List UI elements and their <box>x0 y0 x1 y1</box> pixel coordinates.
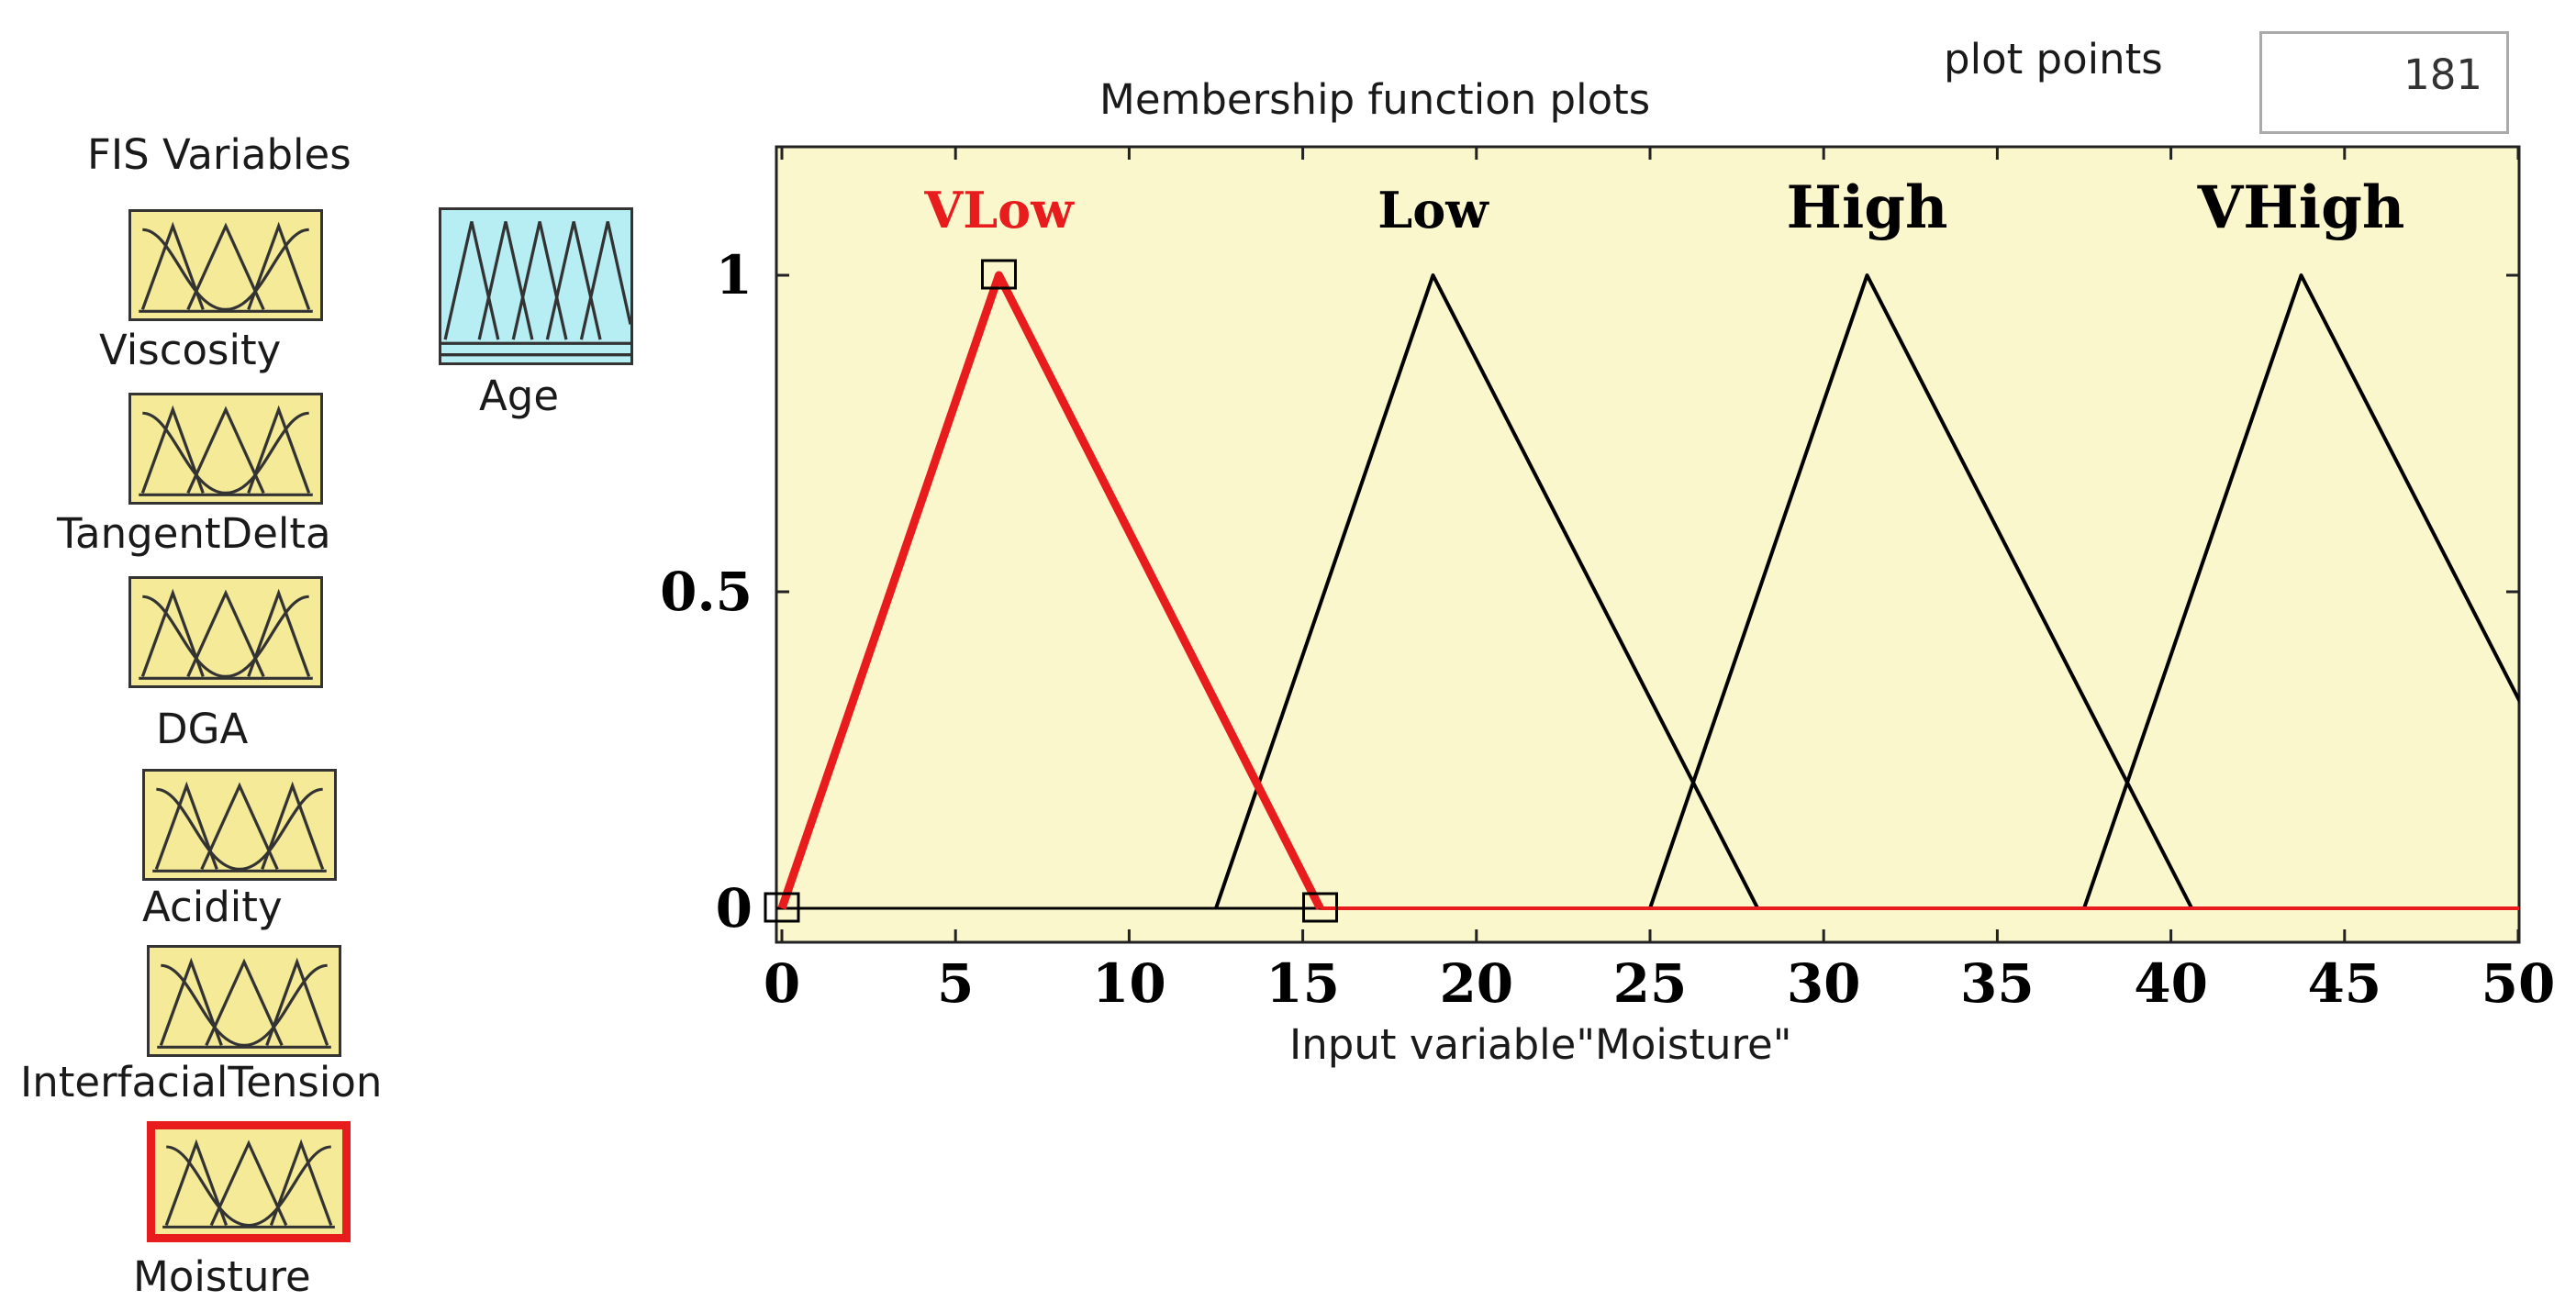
input-variable-viscosity-label: Viscosity <box>99 326 282 374</box>
mf-label-high[interactable]: High <box>1786 173 1947 242</box>
membership-icon <box>157 957 331 1049</box>
output-variable-age-tile[interactable] <box>439 207 633 365</box>
output-variable-age-label: Age <box>479 372 560 420</box>
plot-points-label: plot points <box>1944 35 2163 83</box>
input-variable-moisture-label: Moisture <box>133 1252 311 1301</box>
x-axis-label: Input variable"Moisture" <box>1289 1020 1792 1069</box>
membership-icon <box>152 781 327 873</box>
input-variable-moisture-tile[interactable] <box>147 1121 351 1242</box>
x-tick-label: 35 <box>1960 952 2035 1015</box>
mf-curve-vhigh[interactable] <box>2082 273 2576 909</box>
membership-icon <box>139 405 313 496</box>
output-membership-icon <box>441 221 630 357</box>
mf-label-vlow[interactable]: VLow <box>923 181 1075 239</box>
fis-variables-title: FIS Variables <box>87 130 351 179</box>
input-variable-acidity-label: Acidity <box>142 883 283 931</box>
y-tick-label: 0 <box>716 877 753 940</box>
x-tick-label: 10 <box>1092 952 1166 1015</box>
membership-icon <box>139 588 313 680</box>
x-tick-label: 50 <box>2481 952 2556 1015</box>
input-variable-interfacialtension-label: InterfacialTension <box>20 1058 383 1106</box>
x-tick-label: 25 <box>1613 952 1688 1015</box>
input-variable-viscosity-tile[interactable] <box>128 209 323 321</box>
plot-area[interactable] <box>775 145 2521 944</box>
mf-curve-low[interactable] <box>1214 273 1760 909</box>
membership-icon <box>139 221 313 313</box>
membership-plot-title: Membership function plots <box>1099 75 1651 124</box>
y-tick-label: 0.5 <box>660 561 753 623</box>
plot-points-input[interactable]: 181 <box>2259 31 2509 134</box>
y-tick-label: 1 <box>716 244 753 306</box>
input-variable-interfacialtension-tile[interactable] <box>147 945 341 1057</box>
mf-vertex-handle[interactable] <box>1302 892 1339 923</box>
input-variable-tangentdelta-label: TangentDelta <box>57 509 331 558</box>
membership-curves <box>777 271 2576 911</box>
input-variable-acidity-tile[interactable] <box>142 769 337 881</box>
x-tick-label: 45 <box>2307 952 2381 1015</box>
mf-curve-vlow[interactable] <box>777 271 1324 911</box>
x-tick-label: 15 <box>1266 952 1340 1015</box>
input-variable-tangentdelta-tile[interactable] <box>128 393 323 505</box>
input-variable-dga-label: DGA <box>156 705 249 753</box>
membership-icon <box>162 1139 335 1229</box>
mf-vertex-handle[interactable] <box>981 259 1017 290</box>
mf-vertex-handle[interactable] <box>764 892 800 923</box>
x-tick-label: 20 <box>1439 952 1513 1015</box>
x-tick-label: 0 <box>764 952 800 1015</box>
x-tick-label: 5 <box>937 952 974 1015</box>
mf-curve-high[interactable] <box>1648 273 2194 909</box>
x-tick-label: 30 <box>1787 952 1861 1015</box>
mf-label-vhigh[interactable]: VHigh <box>2197 173 2405 242</box>
x-tick-label: 40 <box>2134 952 2208 1015</box>
input-variable-dga-tile[interactable] <box>128 576 323 688</box>
mf-label-low[interactable]: Low <box>1377 181 1489 239</box>
